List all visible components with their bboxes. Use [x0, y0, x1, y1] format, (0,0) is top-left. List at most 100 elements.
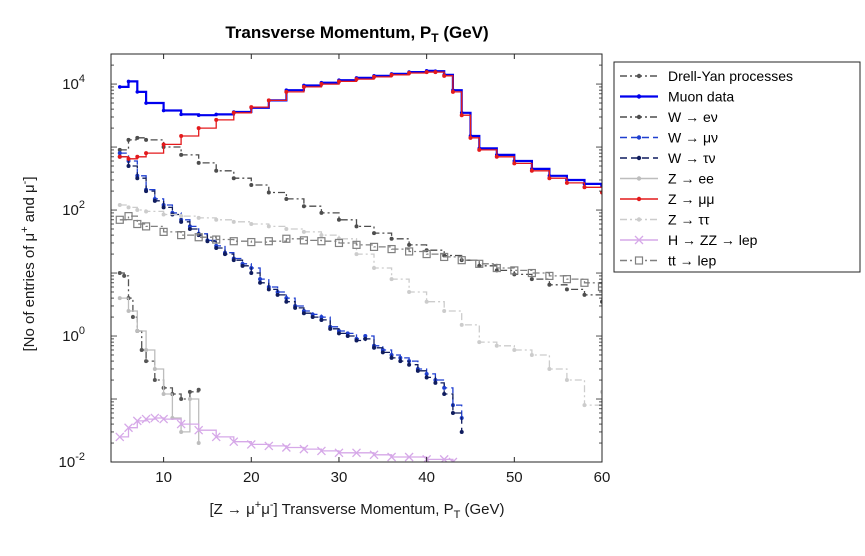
data-point — [135, 154, 140, 159]
legend-marker — [636, 73, 642, 79]
x-tick-label: 60 — [594, 469, 611, 486]
data-point — [407, 362, 412, 367]
data-point — [512, 161, 517, 166]
data-point — [132, 416, 142, 426]
data-point — [284, 299, 289, 304]
data-point — [231, 258, 236, 263]
data-point — [135, 135, 140, 140]
data-point — [126, 156, 131, 161]
data-point — [141, 414, 151, 424]
data-point — [334, 448, 344, 458]
data-point — [179, 133, 184, 138]
data-point — [336, 79, 341, 84]
data-point — [492, 263, 501, 273]
data-point — [139, 347, 144, 352]
data-point — [387, 452, 397, 462]
data-point — [144, 359, 149, 364]
x-tick-label: 40 — [418, 469, 435, 486]
chart-title: Transverse Momentum, PT (GeV) — [225, 23, 488, 45]
data-point — [159, 227, 168, 236]
series-line — [119, 156, 463, 432]
data-point — [433, 70, 438, 75]
legend-marker — [636, 94, 642, 99]
data-point — [249, 105, 254, 110]
data-point — [389, 277, 394, 282]
data-point — [363, 334, 368, 339]
data-point — [439, 454, 449, 462]
series-layer — [115, 69, 602, 462]
legend-label: H → ZZ → lep — [668, 232, 758, 248]
data-point — [194, 233, 203, 242]
data-point — [387, 244, 396, 254]
plot-background — [111, 54, 602, 462]
data-point — [144, 151, 149, 156]
data-point — [179, 214, 184, 219]
data-point — [196, 441, 201, 446]
legend: Drell-Yan processes Muon data W → eν W → μν… — [613, 61, 861, 273]
y-axis-label: [No of entries of μ+ and μ-] — [19, 177, 38, 352]
data-point — [564, 287, 569, 292]
x-tick-label: 50 — [506, 469, 523, 486]
legend-entry-9: tt → lep — [620, 253, 716, 269]
data-point — [159, 414, 169, 424]
data-point — [135, 329, 140, 334]
data-point — [372, 266, 377, 271]
data-point — [264, 237, 273, 246]
legend-entry-8: H → ZZ → lep — [620, 232, 758, 248]
data-point — [442, 385, 447, 390]
data-point — [422, 249, 431, 259]
data-point — [450, 89, 455, 94]
data-point — [117, 85, 122, 89]
data-point — [214, 245, 219, 250]
data-point — [117, 271, 122, 276]
data-point — [249, 182, 254, 187]
data-point — [126, 205, 131, 210]
data-point — [415, 368, 420, 373]
data-point — [459, 113, 464, 118]
series-9 — [115, 212, 602, 292]
data-point — [187, 226, 192, 231]
y-tick-label: 10-2 — [59, 451, 85, 471]
data-point — [477, 340, 482, 345]
data-point — [442, 392, 447, 397]
legend-marker — [634, 256, 644, 265]
data-point — [301, 204, 306, 209]
x-tick-label: 20 — [243, 469, 260, 486]
legend-marker — [636, 217, 642, 222]
legend-marker — [636, 176, 642, 181]
legend-label: Drell-Yan processes — [668, 68, 793, 84]
data-point — [281, 443, 291, 452]
data-point — [240, 263, 245, 268]
data-point — [372, 231, 377, 236]
data-point — [249, 222, 254, 227]
data-point — [398, 359, 403, 364]
legend-label: Muon data — [668, 89, 734, 105]
data-point — [177, 231, 186, 240]
data-point — [405, 247, 414, 256]
data-point — [319, 315, 324, 320]
data-point — [404, 452, 414, 462]
legend-label: W → μν — [668, 130, 718, 146]
data-point — [301, 84, 306, 89]
plot-frame — [110, 53, 603, 463]
data-point — [144, 209, 149, 214]
data-point — [231, 110, 236, 115]
legend-entry-3: W → μν — [620, 130, 718, 146]
data-point — [126, 79, 131, 84]
legend-label: tt → lep — [668, 253, 716, 269]
data-point — [231, 176, 236, 181]
data-point — [284, 89, 289, 94]
data-point — [299, 236, 308, 245]
data-point — [328, 326, 333, 331]
data-point — [187, 389, 192, 394]
data-point — [334, 238, 344, 248]
series-5 — [117, 296, 201, 446]
legend-marker — [636, 155, 642, 161]
data-point — [580, 278, 589, 287]
data-point — [545, 271, 554, 281]
data-point — [293, 305, 298, 310]
data-point — [194, 425, 204, 435]
data-point — [266, 224, 271, 229]
data-point — [345, 334, 350, 339]
data-point — [124, 423, 133, 433]
